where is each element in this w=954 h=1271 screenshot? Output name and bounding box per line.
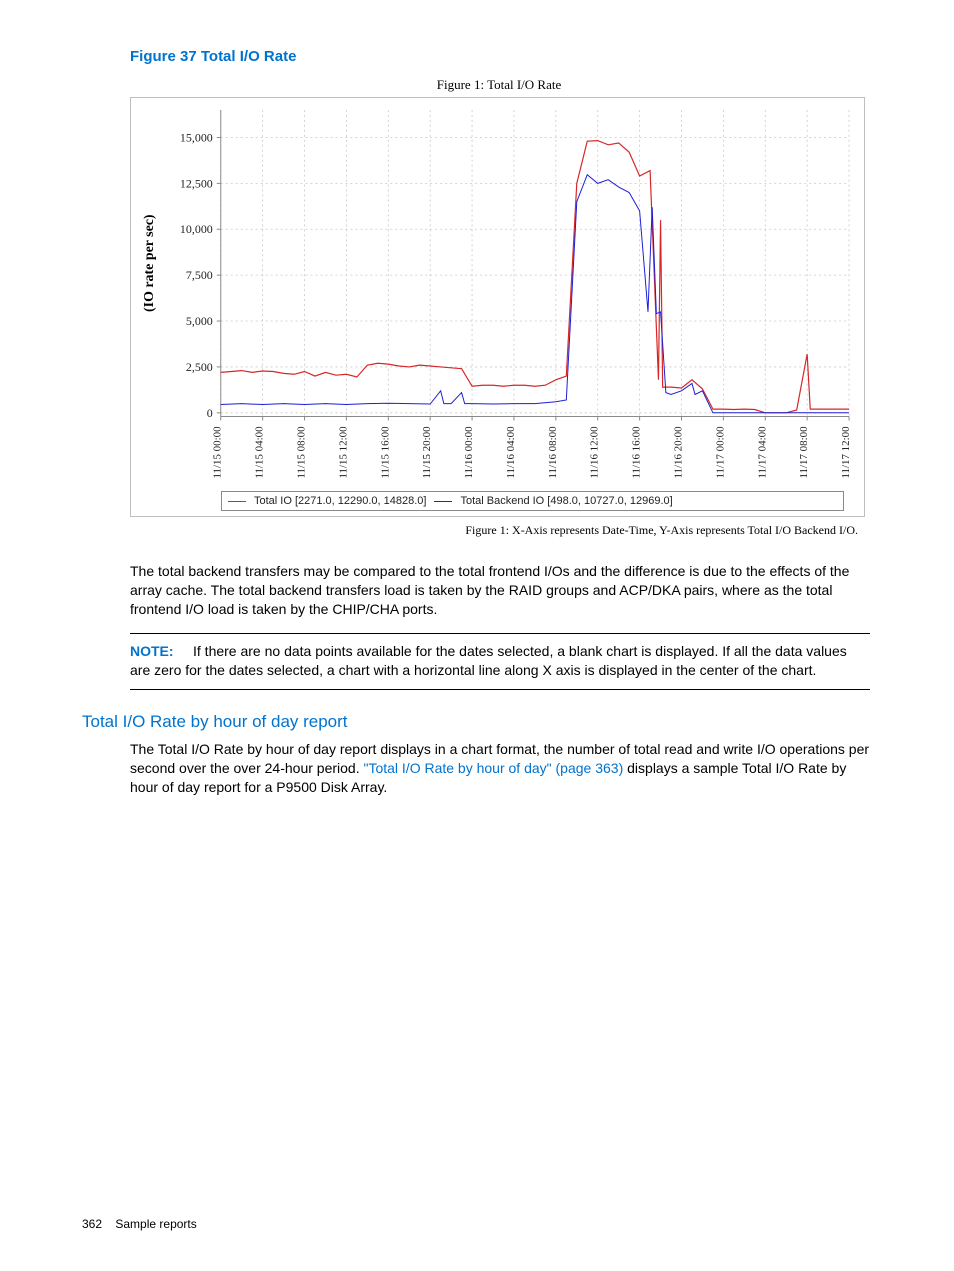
svg-text:11/15 08:00: 11/15 08:00 xyxy=(296,426,308,479)
svg-text:11/16 12:00: 11/16 12:00 xyxy=(589,426,601,479)
svg-text:2,500: 2,500 xyxy=(186,360,213,374)
paragraph-hour-of-day: The Total I/O Rate by hour of day report… xyxy=(130,740,870,797)
svg-text:11/16 08:00: 11/16 08:00 xyxy=(547,426,559,479)
svg-text:5,000: 5,000 xyxy=(186,314,213,328)
svg-text:11/17 12:00: 11/17 12:00 xyxy=(840,426,852,479)
chart-outer: (IO rate per sec) 0 2,500 5,000 7,500 10,000 1… xyxy=(130,97,865,517)
svg-text:11/17 08:00: 11/17 08:00 xyxy=(798,426,810,479)
legend-box: Total IO [2271.0, 12290.0, 14828.0] Tota… xyxy=(221,491,844,511)
svg-text:11/15 04:00: 11/15 04:00 xyxy=(254,426,266,479)
legend-swatch-total-io xyxy=(228,501,246,502)
legend-label-backend-io: Total Backend IO [498.0, 10727.0, 12969.… xyxy=(460,495,672,507)
section-heading: Total I/O Rate by hour of day report xyxy=(82,712,870,732)
svg-text:11/16 20:00: 11/16 20:00 xyxy=(672,426,684,479)
svg-text:11/16 00:00: 11/16 00:00 xyxy=(463,426,475,479)
chart-subtitle-bottom: Figure 1: X-Axis represents Date-Time, Y… xyxy=(130,523,868,538)
svg-text:11/15 12:00: 11/15 12:00 xyxy=(337,426,349,479)
svg-text:11/16 04:00: 11/16 04:00 xyxy=(505,426,517,479)
legend-swatch-backend-io xyxy=(434,501,452,502)
svg-text:11/15 20:00: 11/15 20:00 xyxy=(421,426,433,479)
chart-svg: (IO rate per sec) 0 2,500 5,000 7,500 10,000 1… xyxy=(131,98,864,516)
link-total-io-rate-hour-of-day[interactable]: "Total I/O Rate by hour of day" (page 36… xyxy=(363,760,623,776)
svg-text:11/15 16:00: 11/15 16:00 xyxy=(379,426,391,479)
svg-text:10,000: 10,000 xyxy=(180,222,213,236)
note-block: NOTE: If there are no data points availa… xyxy=(130,633,870,691)
paragraph-backend-transfers: The total backend transfers may be compa… xyxy=(130,562,870,619)
svg-text:(IO rate per sec): (IO rate per sec) xyxy=(142,214,157,312)
footer-text: Sample reports xyxy=(115,1217,196,1231)
legend-label-total-io: Total IO [2271.0, 12290.0, 14828.0] xyxy=(254,495,426,507)
svg-text:7,500: 7,500 xyxy=(186,268,213,282)
note-label: NOTE: xyxy=(130,643,174,659)
note-text: If there are no data points available fo… xyxy=(130,643,847,678)
svg-text:11/16 16:00: 11/16 16:00 xyxy=(631,426,643,479)
svg-text:0: 0 xyxy=(207,406,213,420)
figure-caption: Figure 37 Total I/O Rate xyxy=(130,48,870,65)
chart-title-top: Figure 1: Total I/O Rate xyxy=(130,77,868,93)
svg-text:11/17 00:00: 11/17 00:00 xyxy=(714,426,726,479)
svg-text:15,000: 15,000 xyxy=(180,130,213,144)
page-number: 362 xyxy=(82,1217,102,1231)
svg-text:12,500: 12,500 xyxy=(180,176,213,190)
svg-text:11/17 04:00: 11/17 04:00 xyxy=(756,426,768,479)
svg-text:11/15 00:00: 11/15 00:00 xyxy=(212,426,224,479)
page-footer: 362 Sample reports xyxy=(82,1217,197,1231)
chart-block: Figure 1: Total I/O Rate (IO rate per se… xyxy=(130,77,868,538)
